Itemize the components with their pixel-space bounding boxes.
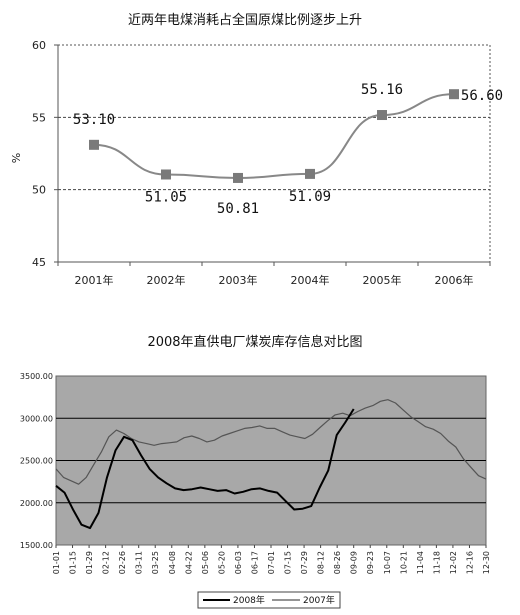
chart1-data-point [161, 169, 171, 180]
chart2-x-tick-label: 06-03 [234, 551, 243, 574]
chart2-y-tick-label: 2000.00 [20, 499, 53, 508]
chart1-x-tick-label: 2001年 [75, 273, 114, 287]
chart1-x-ticks: 2001年 2002年 2003年 2004年 2005年 2006年 [57, 262, 491, 287]
chart2-x-tick-label: 03-11 [135, 551, 144, 574]
chart2-x-tick-label: 04-22 [184, 551, 193, 574]
chart2-x-tick-label: 07-01 [267, 551, 276, 574]
chart2-plot-area [55, 375, 487, 546]
coal-inventory-chart: 2008年直供电厂煤炭库存信息对比图 1500.00 2000.00 2500.00… [20, 334, 491, 609]
chart2-x-tick-label: 09-23 [366, 551, 375, 574]
chart1-series-line [93, 93, 455, 179]
chart2-x-tick-label: 08-26 [333, 551, 342, 574]
chart1-data-label: 53.10 [73, 112, 115, 128]
chart1-data-label: 56.60 [461, 88, 503, 104]
chart1-y-axis-label: % [10, 153, 23, 163]
chart2-series-2007-line [55, 399, 487, 485]
chart2-x-tick-label: 12-30 [482, 551, 491, 574]
chart2-x-tick-label: 07-15 [284, 551, 293, 574]
chart2-x-tick-label: 01-15 [69, 551, 78, 574]
chart1-x-tick-label: 2002年 [147, 273, 186, 287]
chart1-y-tick-label: 45 [32, 256, 46, 269]
chart1-data-point [233, 172, 243, 183]
chart2-x-tick-label: 03-25 [151, 551, 160, 574]
chart1-data-label: 51.09 [289, 189, 331, 205]
chart2-x-tick-label: 05-06 [201, 551, 210, 574]
chart1-data-label: 51.05 [145, 189, 187, 205]
chart2-x-tick-label: 01-01 [52, 551, 61, 574]
chart1-data-labels: 53.10 51.05 50.81 51.09 55.16 56.60 [73, 82, 503, 217]
chart2-x-tick-label: 11-18 [432, 551, 441, 574]
chart2-legend: 2008年 2007年 [197, 591, 341, 609]
chart1-data-point [305, 168, 315, 179]
chart2-x-tick-label: 10-21 [399, 551, 408, 574]
chart2-legend-2008-label: 2008年 [233, 594, 265, 606]
chart2-x-tick-label: 12-02 [449, 551, 458, 574]
chart2-x-tick-label: 07-29 [300, 551, 309, 574]
chart2-title: 2008年直供电厂煤炭库存信息对比图 [147, 334, 362, 350]
chart2-x-tick-label: 11-04 [416, 551, 425, 574]
chart1-x-tick-label: 2006年 [435, 273, 474, 287]
chart2-x-tick-label: 05-20 [217, 551, 226, 574]
chart2-y-tick-label: 2500.00 [20, 457, 53, 466]
chart2-x-tick-label: 02-12 [102, 551, 111, 574]
chart2-series [55, 399, 487, 530]
chart2-legend-2007-label: 2007年 [303, 594, 335, 606]
chart2-y-ticks: 1500.00 2000.00 2500.00 3000.00 3500.00 [20, 372, 53, 550]
chart2-series-2008-line [55, 408, 355, 530]
chart2-x-ticks: 01-01 01-15 01-29 02-12 02-26 03-11 03-25 04-08… [52, 545, 491, 574]
chart2-x-tick-label: 01-29 [85, 551, 94, 574]
chart2-x-tick-label: 08-12 [317, 551, 326, 574]
chart2-y-tick-label: 3500.00 [20, 372, 53, 381]
chart2-x-tick-label: 12-16 [465, 551, 474, 574]
chart2-y-tick-label: 1500.00 [20, 541, 53, 550]
chart2-x-tick-label: 06-17 [250, 551, 259, 574]
chart1-y-tick-label: 60 [32, 39, 46, 52]
chart1-title: 近两年电煤消耗占全国原煤比例逐步上升 [128, 12, 362, 28]
chart2-x-tick-label: 02-26 [118, 551, 127, 574]
chart1-gridlines [58, 116, 490, 191]
chart1-x-tick-label: 2003年 [219, 273, 258, 287]
chart1-series [89, 89, 459, 183]
chart1-data-label: 55.16 [361, 82, 403, 98]
chart2-legend-box [197, 591, 341, 609]
chart1-x-tick-label: 2004年 [291, 273, 330, 287]
chart2-y-tick-label: 3000.00 [20, 414, 53, 423]
chart1-data-point [89, 139, 99, 150]
chart2-x-tick-label: 04-08 [168, 551, 177, 574]
chart1-y-tick-label: 55 [32, 111, 46, 124]
chart1-y-ticks: 45 50 55 60 [32, 39, 58, 269]
chart1-data-label: 50.81 [217, 201, 259, 217]
chart1-x-tick-label: 2005年 [363, 273, 402, 287]
chart1-y-tick-label: 50 [32, 184, 46, 197]
chart1-data-point [449, 89, 459, 100]
chart2-x-tick-label: 09-09 [350, 551, 359, 574]
chart2-x-tick-label: 10-07 [383, 551, 392, 574]
chart1-data-point [377, 110, 387, 121]
